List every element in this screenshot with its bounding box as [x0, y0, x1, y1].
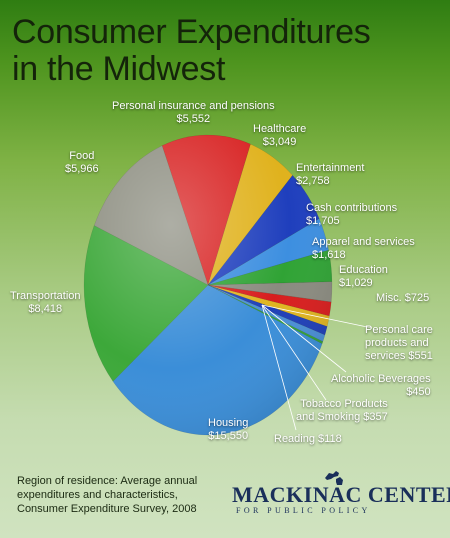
label-misc: Misc. $725 — [376, 292, 430, 304]
michigan-map-icon — [325, 471, 343, 485]
chart-title: Consumer Expenditures in the Midwest — [12, 13, 371, 88]
mackinac-center-logo: MACKINAC CENTER FOR PUBLIC POLICY — [232, 470, 450, 520]
label-food: Food $5,966 — [65, 150, 99, 175]
leader-line-3 — [261, 304, 327, 401]
label-personal-care: Personal care products and services $551 — [365, 324, 433, 362]
chart-title-line-2: in the Midwest — [12, 50, 226, 88]
label-reading: Reading $118 — [274, 433, 342, 445]
label-tobacco: Tobacco Products and Smoking $357 — [296, 398, 388, 423]
label-cash-contributions: Cash contributions $1,705 — [306, 202, 398, 227]
label-education: Education $1,029 — [339, 264, 388, 289]
label-apparel: Apparel and services $1,618 — [312, 236, 415, 261]
label-housing: Housing $15,550 — [208, 417, 249, 442]
label-personal-insurance: Personal insurance and pensions $5,552 — [112, 100, 275, 125]
source-note-line-2: expenditures and characteristics, — [17, 489, 178, 501]
chart-title-line-1: Consumer Expenditures — [12, 13, 371, 51]
leader-line-2 — [261, 304, 347, 373]
leader-line-1 — [261, 304, 373, 329]
logo-name: MACKINAC CENTER — [232, 482, 450, 507]
source-note: Region of residence: Average annual expe… — [17, 474, 197, 516]
label-entertainment: Entertainment $2,758 — [296, 162, 365, 187]
label-healthcare: Healthcare $3,049 — [253, 123, 307, 148]
pie-gloss — [84, 135, 332, 435]
leader-line-4 — [261, 304, 297, 431]
source-note-line-1: Region of residence: Average annual — [17, 475, 198, 487]
logo-tagline: FOR PUBLIC POLICY — [236, 506, 371, 515]
label-transportation: Transportation $8,418 — [10, 290, 81, 315]
source-note-line-3: Consumer Expenditure Survey, 2008 — [17, 503, 197, 515]
label-alcoholic-beverages: Alcoholic Beverages $450 — [331, 373, 431, 398]
